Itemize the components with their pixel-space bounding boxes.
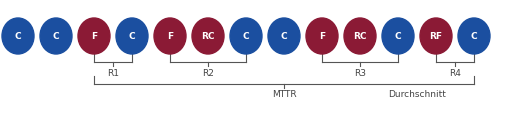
Text: MTTR: MTTR: [272, 89, 296, 98]
Text: C: C: [395, 32, 401, 41]
Text: RC: RC: [201, 32, 215, 41]
Text: F: F: [167, 32, 173, 41]
Ellipse shape: [344, 19, 376, 54]
Ellipse shape: [154, 19, 186, 54]
Ellipse shape: [268, 19, 300, 54]
Text: R1: R1: [107, 68, 119, 77]
Text: Durchschnitt: Durchschnitt: [388, 89, 446, 98]
Text: C: C: [243, 32, 250, 41]
Text: C: C: [53, 32, 59, 41]
Ellipse shape: [420, 19, 452, 54]
Text: C: C: [15, 32, 21, 41]
Ellipse shape: [192, 19, 224, 54]
Text: R4: R4: [449, 68, 461, 77]
Text: R2: R2: [202, 68, 214, 77]
Text: C: C: [129, 32, 135, 41]
Ellipse shape: [78, 19, 110, 54]
Ellipse shape: [116, 19, 148, 54]
Text: RC: RC: [353, 32, 367, 41]
Ellipse shape: [306, 19, 338, 54]
Ellipse shape: [458, 19, 490, 54]
Ellipse shape: [2, 19, 34, 54]
Ellipse shape: [230, 19, 262, 54]
Text: F: F: [319, 32, 325, 41]
Text: C: C: [281, 32, 287, 41]
Text: R3: R3: [354, 68, 366, 77]
Text: RF: RF: [429, 32, 443, 41]
Ellipse shape: [382, 19, 414, 54]
Text: F: F: [91, 32, 97, 41]
Text: C: C: [471, 32, 477, 41]
Ellipse shape: [40, 19, 72, 54]
